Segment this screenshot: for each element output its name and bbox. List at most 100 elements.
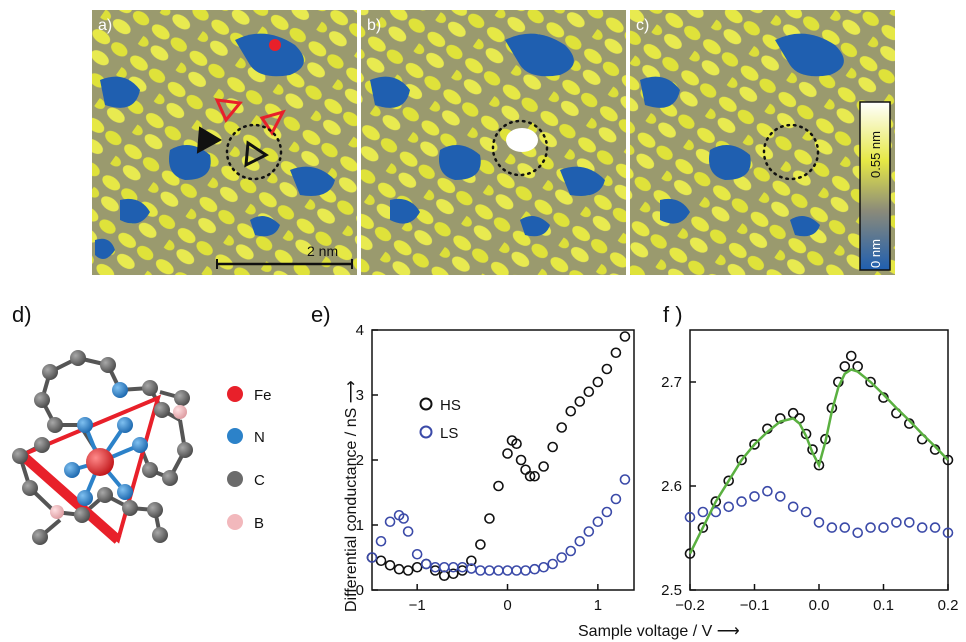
point-ls	[697, 506, 709, 518]
y-tick-label: 3	[356, 387, 364, 404]
point-ls	[684, 511, 696, 523]
point-ls	[916, 522, 928, 533]
point-ls	[402, 526, 414, 537]
x-tick-label: −0.1	[740, 597, 770, 614]
y-tick-label: 4	[356, 322, 364, 339]
point-ls	[493, 565, 504, 576]
point-ls	[749, 491, 760, 502]
panel-label-e: e)	[311, 302, 331, 327]
point-ls	[942, 527, 954, 539]
x-tick-label: −0.2	[675, 597, 705, 614]
legend-fe-swatch	[227, 386, 243, 402]
y-axis-label-e: Differential conductance / nS ⟶	[343, 380, 360, 612]
point-ls	[619, 474, 631, 485]
dotted-circle	[225, 123, 283, 181]
point-ls	[601, 506, 613, 518]
point-ls	[903, 517, 915, 528]
legend-b-swatch	[227, 514, 243, 530]
panel-label-a: a)	[98, 17, 112, 34]
panel-label-f: f )	[663, 302, 683, 327]
point-hs	[710, 496, 722, 507]
point-ls	[878, 522, 889, 533]
stm-panel-a: a) 2 nm	[92, 10, 357, 275]
panel-label-c: c)	[636, 17, 649, 34]
point-ls	[538, 561, 549, 573]
shared-x-axis-label: Sample voltage / V ⟶	[578, 623, 740, 640]
point-ls	[762, 485, 773, 497]
point-hs	[484, 513, 495, 524]
x-tick-label: 0	[503, 597, 511, 614]
point-hs	[393, 563, 405, 575]
stm-panel-c: c) 0.55 nm 0 nm	[630, 10, 895, 275]
colorbar-top-label: 0.55 nm	[868, 131, 883, 178]
point-ls	[774, 491, 786, 502]
point-ls	[852, 527, 864, 539]
x-tick-label: −1	[409, 597, 426, 614]
point-ls	[565, 545, 577, 557]
x-tick-label: 0.0	[809, 597, 830, 614]
plot-f: f ) −0.2 −0.1 0.0 0.1 0.2 2.5 2.6 2.7	[661, 302, 958, 614]
point-ls	[448, 561, 459, 573]
point-ls	[574, 535, 586, 547]
y-tick-label: 2.5	[661, 582, 682, 599]
point-hs	[402, 565, 414, 576]
point-hs	[538, 461, 549, 472]
point-hs	[529, 470, 540, 482]
point-ls	[398, 513, 409, 524]
legend-n-swatch	[227, 428, 243, 444]
point-hs	[865, 376, 876, 388]
point-hs	[493, 480, 504, 492]
point-ls	[610, 493, 622, 505]
point-ls	[502, 565, 513, 576]
y-tick-label: 2	[356, 452, 364, 469]
point-hs	[565, 405, 577, 417]
colorbar-bottom-label: 0 nm	[868, 239, 883, 268]
legend-n-label: N	[254, 429, 265, 446]
y-tick-label: 1	[356, 517, 364, 534]
point-ls	[384, 516, 396, 528]
legend-b-label: B	[254, 515, 264, 532]
point-hs	[592, 376, 604, 388]
dotted-circle	[491, 119, 549, 177]
colorbar	[859, 101, 891, 271]
point-hs	[610, 347, 622, 359]
point-ls	[592, 516, 604, 528]
point-ls	[556, 552, 568, 563]
point-hs	[556, 422, 568, 433]
point-ls	[891, 517, 902, 528]
point-hs	[736, 454, 747, 466]
point-ls	[420, 558, 432, 570]
point-ls	[547, 558, 558, 570]
molecule-panel-d: d)	[12, 302, 272, 545]
dotted-circle	[762, 123, 820, 181]
point-hs	[429, 565, 441, 576]
red-triangle-marker	[214, 98, 243, 123]
point-ls	[375, 535, 387, 547]
point-hs	[749, 439, 760, 450]
plot-e: e) Differential conductance / nS ⟶ −1 0 1 0…	[311, 302, 635, 614]
tick-group-e: −1 0 1 0 1 2 3 4	[356, 322, 602, 614]
point-hs	[502, 448, 513, 459]
point-ls	[583, 526, 595, 537]
y-tick-label: 2.7	[661, 374, 682, 391]
fit-line	[688, 368, 949, 555]
x-tick-label: 1	[594, 597, 602, 614]
point-ls	[800, 506, 812, 518]
point-hs	[574, 396, 586, 407]
red-marker-dot	[269, 39, 281, 51]
point-hs	[515, 454, 527, 466]
legend-c-swatch	[227, 471, 243, 487]
point-ls	[520, 565, 531, 576]
point-ls	[839, 522, 851, 533]
x-tick-label: 0.1	[873, 597, 894, 614]
panel-label-b: b)	[367, 17, 381, 34]
point-hs	[511, 438, 522, 450]
legend-ls-marker	[419, 425, 433, 439]
point-hs	[411, 561, 423, 573]
y-tick-label: 0	[356, 582, 364, 599]
scale-bar-label: 2 nm	[307, 243, 338, 259]
x-tick-label: 0.2	[938, 597, 959, 614]
point-ls	[723, 501, 735, 513]
y-tick-label: 2.6	[661, 478, 682, 495]
